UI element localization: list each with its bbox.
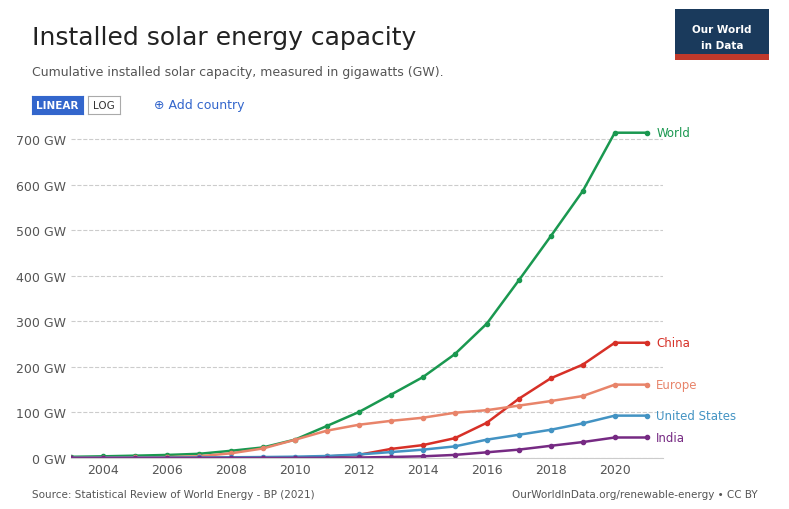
Text: LOG: LOG — [93, 101, 115, 110]
Text: Installed solar energy capacity: Installed solar energy capacity — [32, 25, 416, 49]
Text: United States: United States — [656, 409, 736, 422]
Text: China: China — [656, 336, 690, 350]
Text: World: World — [656, 127, 690, 140]
Text: Cumulative installed solar capacity, measured in gigawatts (GW).: Cumulative installed solar capacity, mea… — [32, 66, 443, 79]
Text: India: India — [656, 431, 686, 444]
Text: ⊕ Add country: ⊕ Add country — [154, 99, 245, 112]
Text: in Data: in Data — [701, 41, 743, 51]
Text: Source: Statistical Review of World Energy - BP (2021): Source: Statistical Review of World Ener… — [32, 489, 314, 499]
Text: OurWorldInData.org/renewable-energy • CC BY: OurWorldInData.org/renewable-energy • CC… — [512, 489, 757, 499]
Text: LINEAR: LINEAR — [36, 101, 78, 110]
Text: Our World: Our World — [692, 24, 752, 35]
Text: Europe: Europe — [656, 378, 697, 391]
